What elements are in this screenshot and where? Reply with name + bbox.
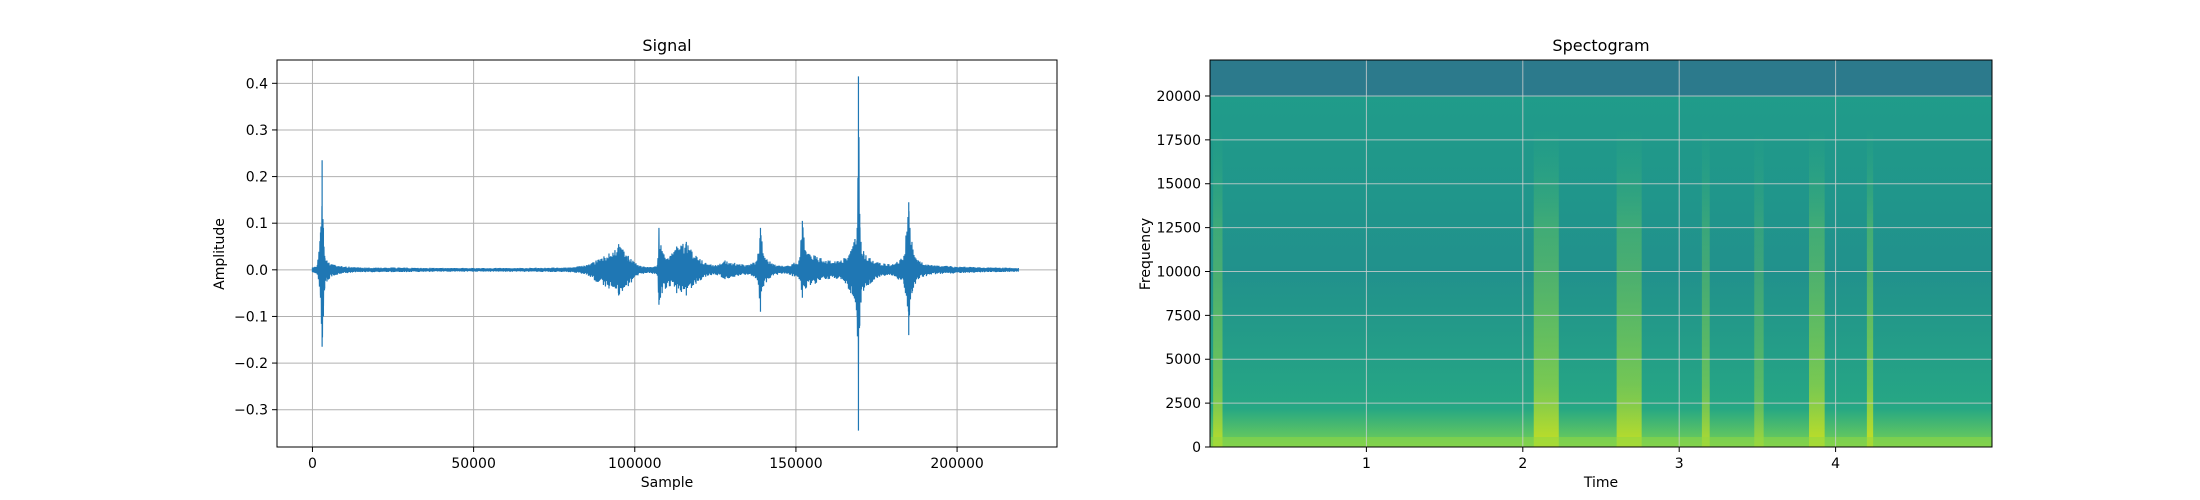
spectrogram-energy-band xyxy=(1213,131,1223,447)
spectrogram-y-tick-label: 20000 xyxy=(1156,89,1201,105)
signal-y-tick-label: −0.1 xyxy=(234,309,268,325)
spectrogram-y-tick-label: 5000 xyxy=(1165,352,1201,368)
spectrogram-energy-band xyxy=(1866,131,1874,447)
spectrogram-plot: 1 2 3 4 0 2500 5000 7500 10000 12500 15000 17500 200… xyxy=(1138,36,1993,491)
spectrogram-x-axis-label: Time xyxy=(1583,475,1618,491)
signal-y-tick-label: −0.2 xyxy=(234,356,268,372)
spectrogram-ticks: 1 2 3 4 0 2500 5000 7500 10000 12500 15000 17500 200… xyxy=(1156,89,1840,472)
signal-y-tick-label: 0.0 xyxy=(246,263,268,279)
signal-waveform xyxy=(311,76,1019,431)
spectrogram-x-tick-label: 2 xyxy=(1518,456,1527,472)
spectrogram-y-tick-label: 10000 xyxy=(1156,264,1201,280)
spectrogram-y-tick-label: 0 xyxy=(1192,440,1201,456)
spectrogram-x-tick-label: 1 xyxy=(1362,456,1371,472)
signal-plot-background xyxy=(277,60,1057,447)
signal-plot: 0 50000 100000 150000 200000 −0.3 −0.2 −0.1 0.0 0… xyxy=(212,36,1058,491)
spectrogram-base xyxy=(1210,60,1992,447)
spectrogram-title: Spectogram xyxy=(1552,36,1649,55)
signal-title: Signal xyxy=(642,36,691,55)
spectrogram-x-tick-label: 4 xyxy=(1831,456,1840,472)
spectrogram-y-tick-label: 17500 xyxy=(1156,133,1201,149)
signal-y-tick-label: 0.3 xyxy=(246,123,268,139)
signal-x-tick-label: 0 xyxy=(308,456,317,472)
signal-y-tick-label: 0.1 xyxy=(246,216,268,232)
signal-line xyxy=(311,76,1019,431)
signal-x-tick-label: 200000 xyxy=(930,456,983,472)
spectrogram-energy-band xyxy=(1809,131,1825,447)
spectrogram-y-tick-label: 12500 xyxy=(1156,221,1201,237)
spectrogram-y-axis-label: Frequency xyxy=(1138,218,1154,290)
spectrogram-plot-frame xyxy=(1209,59,1993,448)
signal-y-tick-label: 0.4 xyxy=(246,76,268,92)
signal-ticks: 0 50000 100000 150000 200000 −0.3 −0.2 −0.1 0.0 0… xyxy=(234,76,984,472)
signal-y-tick-label: 0.2 xyxy=(246,170,268,186)
signal-x-tick-label: 150000 xyxy=(769,456,822,472)
signal-x-tick-label: 50000 xyxy=(451,456,496,472)
spectrogram-energy-band xyxy=(1533,131,1559,447)
signal-plot-frame xyxy=(276,59,1058,448)
spectrogram-x-tick-label: 3 xyxy=(1675,456,1684,472)
spectrogram-energy-band xyxy=(1754,131,1764,447)
spectrogram-high-frequency-region xyxy=(1210,60,1992,96)
spectrogram-y-tick-label: 7500 xyxy=(1165,308,1201,324)
signal-x-tick-label: 100000 xyxy=(608,456,661,472)
spectrogram-y-tick-label: 15000 xyxy=(1156,177,1201,193)
signal-x-axis-label: Sample xyxy=(641,475,694,491)
spectrogram-low-frequency-band xyxy=(1210,437,1992,447)
spectrogram-energy-band xyxy=(1616,131,1642,447)
spectrogram-y-tick-label: 2500 xyxy=(1165,396,1201,412)
signal-y-axis-label: Amplitude xyxy=(212,218,228,290)
spectrogram-energy-band xyxy=(1701,131,1710,447)
signal-y-tick-label: −0.3 xyxy=(234,403,268,419)
